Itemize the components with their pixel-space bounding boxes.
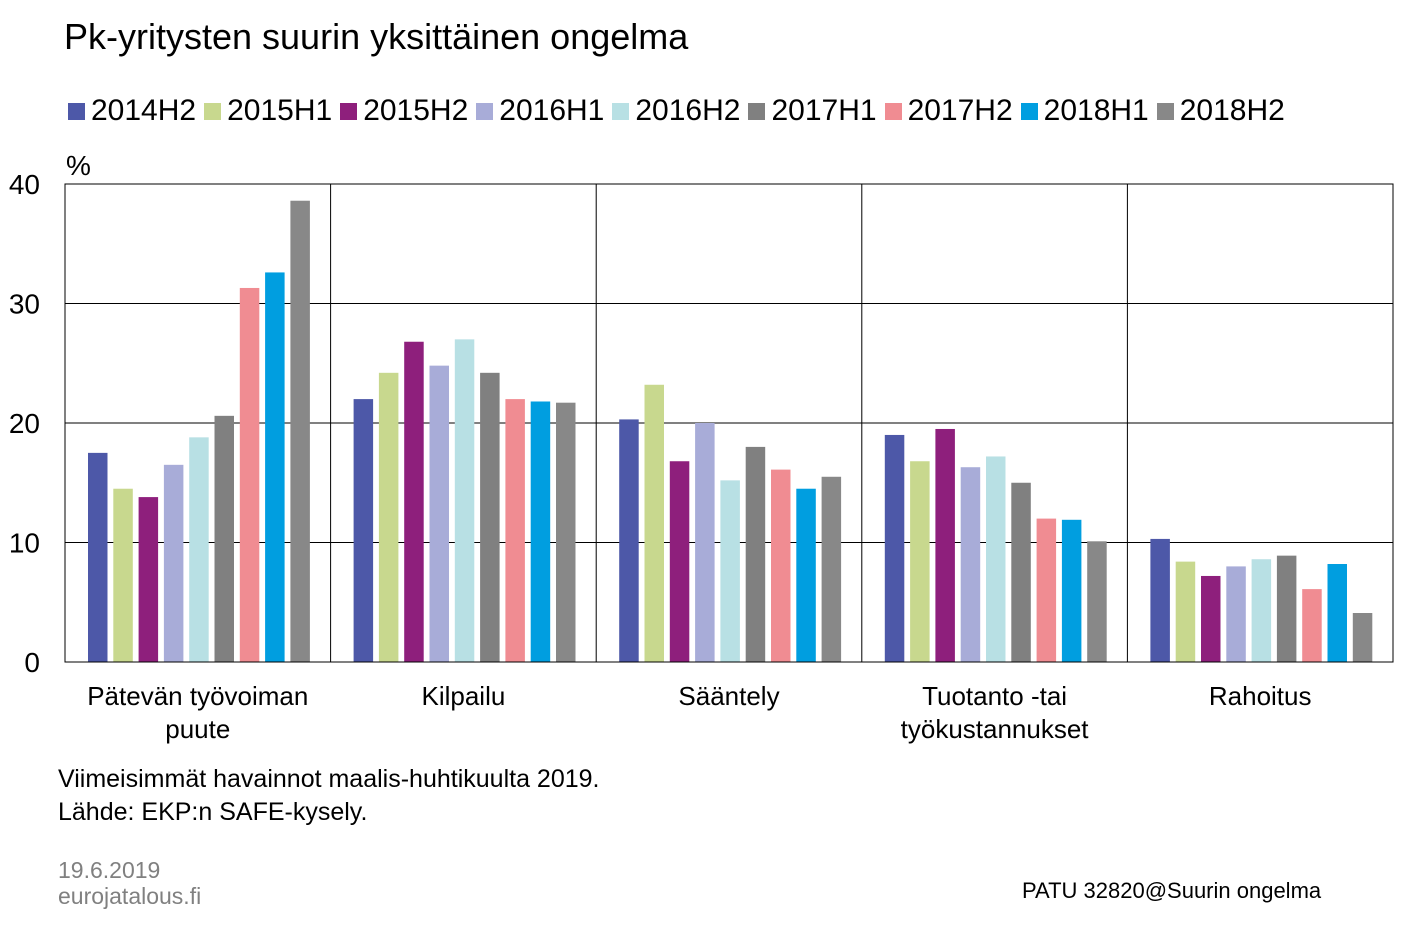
bar-2018H2-cat1 [290, 200, 310, 663]
legend-label: 2014H2 [91, 94, 197, 127]
legend-item-2016H2: 2016H2 [612, 94, 740, 128]
bar-2018H1-cat3 [796, 488, 816, 662]
bar-2015H1-cat1 [113, 488, 133, 662]
legend: 2014H2 2015H1 2015H2 2016H1 2016H2 2017H1 2017… [68, 94, 1293, 128]
legend-label: 2018H1 [1043, 94, 1149, 127]
bar-2017H1-cat5 [1276, 555, 1297, 662]
bar-2017H2-cat4 [1036, 518, 1057, 662]
x-category-label: Kilpailu [421, 681, 505, 711]
y-tick-label: 20 [9, 408, 40, 439]
bar-2016H1-cat1 [163, 464, 184, 662]
bar-2018H1-cat2 [530, 401, 551, 662]
legend-item-2018H1: 2018H1 [1020, 94, 1149, 128]
bar-2016H2-cat2 [454, 339, 475, 662]
bar-2018H2-cat2 [556, 402, 576, 662]
bar-2018H2-cat5 [1352, 613, 1373, 662]
bar-2017H2-cat5 [1302, 589, 1322, 662]
footer-site: eurojatalous.fi [58, 883, 202, 909]
bar-2015H1-cat3 [644, 384, 664, 662]
bar-2018H1-cat5 [1327, 564, 1347, 662]
bar-2016H1-cat4 [960, 467, 981, 662]
legend-label: 2015H1 [227, 94, 333, 127]
x-category-label: Sääntely [678, 681, 779, 711]
legend-swatch [884, 102, 902, 120]
bar-2017H2-cat1 [239, 287, 260, 662]
bar-2014H2-cat2 [353, 399, 374, 662]
bar-2017H1-cat4 [1011, 482, 1031, 662]
y-tick-label: 10 [9, 528, 40, 559]
bar-2015H1-cat4 [910, 461, 930, 662]
bar-2018H2-cat3 [821, 476, 842, 662]
bar-2016H1-cat2 [429, 365, 449, 662]
legend-swatch [204, 102, 222, 120]
bar-2015H2-cat3 [669, 461, 690, 662]
bar-2014H2-cat4 [884, 434, 905, 662]
bar-2017H1-cat1 [214, 415, 234, 662]
bar-2016H1-cat3 [695, 423, 715, 662]
bar-2016H2-cat4 [986, 456, 1006, 662]
legend-label: 2015H2 [363, 94, 469, 127]
bar-2015H2-cat2 [404, 341, 424, 662]
legend-label: 2017H1 [771, 94, 877, 127]
legend-swatch [748, 102, 766, 120]
legend-swatch [612, 102, 630, 120]
y-tick-label: 0 [24, 647, 40, 678]
bar-2016H2-cat1 [189, 437, 209, 662]
bar-2017H1-cat2 [480, 372, 500, 662]
legend-item-2014H2: 2014H2 [68, 94, 196, 128]
legend-item-2015H2: 2015H2 [340, 94, 468, 128]
bar-2016H2-cat5 [1251, 559, 1272, 662]
legend-swatch [340, 102, 358, 120]
legend-label: 2018H2 [1179, 94, 1285, 127]
y-tick-label: 30 [9, 289, 40, 320]
note-observations: Viimeisimmät havainnot maalis-huhtikuult… [58, 765, 600, 793]
legend-item-2015H1: 2015H1 [204, 94, 332, 128]
bar-2015H1-cat2 [378, 372, 399, 662]
legend-swatch [1020, 102, 1038, 120]
x-category-label: Tuotanto -tai [922, 681, 1067, 711]
legend-swatch [1156, 102, 1174, 120]
bar-2016H1-cat5 [1226, 566, 1246, 662]
legend-swatch [476, 102, 494, 120]
legend-item-2018H2: 2018H2 [1156, 94, 1285, 128]
footer-date: 19.6.2019 [58, 857, 161, 883]
bar-2017H1-cat3 [745, 446, 766, 662]
bar-2015H2-cat4 [935, 428, 955, 662]
bar-2018H2-cat4 [1087, 541, 1107, 662]
note-source: Lähde: EKP:n SAFE-kysely. [58, 798, 368, 826]
legend-item-2017H1: 2017H1 [748, 94, 877, 128]
bar-2015H1-cat5 [1175, 561, 1196, 662]
legend-item-2016H1: 2016H1 [476, 94, 604, 128]
bar-2016H2-cat3 [720, 480, 740, 662]
bar-2018H1-cat4 [1061, 519, 1082, 662]
bar-2017H2-cat3 [771, 469, 791, 662]
y-axis-unit: % [66, 150, 91, 181]
legend-item-2017H2: 2017H2 [884, 94, 1013, 128]
legend-label: 2016H2 [635, 94, 741, 127]
y-tick-label: 40 [9, 169, 40, 200]
x-category-label: työkustannukset [901, 714, 1090, 744]
x-category-label: puute [165, 714, 230, 744]
x-category-label: Rahoitus [1209, 681, 1312, 711]
legend-label: 2017H2 [907, 94, 1013, 127]
bar-2014H2-cat3 [619, 419, 639, 662]
legend-swatch [68, 102, 85, 120]
bar-2015H2-cat5 [1201, 575, 1221, 662]
plot-frame [64, 183, 1394, 663]
bar-2014H2-cat5 [1150, 538, 1170, 662]
bar-2015H2-cat1 [138, 497, 159, 662]
chart-title: Pk-yritysten suurin yksittäinen ongelma [64, 16, 689, 57]
x-category-label: Pätevän työvoiman [87, 681, 308, 711]
legend-label: 2016H1 [499, 94, 605, 127]
bar-2018H1-cat1 [265, 272, 285, 662]
footer-code: PATU 32820@Suurin ongelma [1022, 878, 1322, 903]
bar-2017H2-cat2 [505, 399, 525, 662]
bar-2014H2-cat1 [88, 452, 108, 662]
